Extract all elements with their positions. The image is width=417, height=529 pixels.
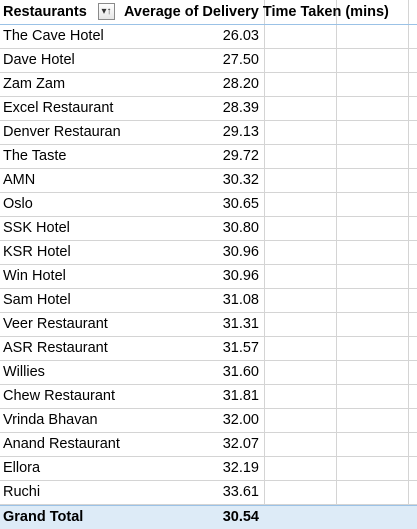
average-delivery-time-cell[interactable]: 31.57 <box>120 337 264 360</box>
average-delivery-time-cell[interactable]: 31.60 <box>120 361 264 384</box>
average-delivery-time-cell[interactable]: 26.03 <box>120 25 264 48</box>
table-row[interactable]: Dave Hotel 27.50 <box>0 49 417 73</box>
average-delivery-time-cell[interactable]: 28.39 <box>120 97 264 120</box>
average-delivery-time-cell[interactable]: 30.96 <box>120 265 264 288</box>
grand-total-row[interactable]: Grand Total 30.54 <box>0 505 417 529</box>
table-row[interactable]: Chew Restaurant 31.81 <box>0 385 417 409</box>
table-row[interactable]: SSK Hotel 30.80 <box>0 217 417 241</box>
table-row[interactable]: Ruchi 33.61 <box>0 481 417 505</box>
table-row[interactable]: Zam Zam 28.20 <box>0 73 417 97</box>
table-row[interactable]: Vrinda Bhavan 32.00 <box>0 409 417 433</box>
restaurant-name-cell[interactable]: Ruchi <box>0 481 120 504</box>
pivot-header-row: Restaurants ▾↑ Average of Delivery Time … <box>0 0 417 25</box>
restaurant-name-cell[interactable]: Dave Hotel <box>0 49 120 72</box>
restaurant-name-cell[interactable]: AMN <box>0 169 120 192</box>
average-delivery-time-cell[interactable]: 27.50 <box>120 49 264 72</box>
restaurant-name-cell[interactable]: The Cave Hotel <box>0 25 120 48</box>
average-delivery-time-cell[interactable]: 32.19 <box>120 457 264 480</box>
table-row[interactable]: Oslo 30.65 <box>0 193 417 217</box>
average-delivery-time-cell[interactable]: 32.07 <box>120 433 264 456</box>
restaurant-name-cell[interactable]: SSK Hotel <box>0 217 120 240</box>
table-row[interactable]: Anand Restaurant 32.07 <box>0 433 417 457</box>
restaurant-name-cell[interactable]: Vrinda Bhavan <box>0 409 120 432</box>
average-delivery-time-cell[interactable]: 30.80 <box>120 217 264 240</box>
average-delivery-time-cell[interactable]: 31.08 <box>120 289 264 312</box>
table-row[interactable]: Sam Hotel 31.08 <box>0 289 417 313</box>
average-delivery-time-cell[interactable]: 30.96 <box>120 241 264 264</box>
average-delivery-time-cell[interactable]: 31.31 <box>120 313 264 336</box>
restaurant-name-cell[interactable]: KSR Hotel <box>0 241 120 264</box>
restaurant-name-cell[interactable]: Zam Zam <box>0 73 120 96</box>
value-field-header[interactable]: Average of Delivery Time Taken (mins) <box>124 0 417 24</box>
average-delivery-time-cell[interactable]: 28.20 <box>120 73 264 96</box>
restaurant-name-cell[interactable]: Ellora <box>0 457 120 480</box>
table-row[interactable]: Willies 31.60 <box>0 361 417 385</box>
table-row[interactable]: Excel Restaurant 28.39 <box>0 97 417 121</box>
restaurant-name-cell[interactable]: Denver Restaurant <box>0 121 120 144</box>
restaurant-name-cell[interactable]: Oslo <box>0 193 120 216</box>
table-row[interactable]: Denver Restaurant 29.13 <box>0 121 417 145</box>
grand-total-label: Grand Total <box>0 506 120 529</box>
table-row[interactable]: Veer Restaurant 31.31 <box>0 313 417 337</box>
average-delivery-time-cell[interactable]: 30.65 <box>120 193 264 216</box>
table-row[interactable]: AMN 30.32 <box>0 169 417 193</box>
average-delivery-time-cell[interactable]: 29.13 <box>120 121 264 144</box>
grand-total-value: 30.54 <box>120 506 264 529</box>
table-row[interactable]: ASR Restaurant 31.57 <box>0 337 417 361</box>
restaurant-name-cell[interactable]: Excel Restaurant <box>0 97 120 120</box>
restaurant-name-cell[interactable]: Anand Restaurant <box>0 433 120 456</box>
average-delivery-time-cell[interactable]: 33.61 <box>120 481 264 504</box>
table-row[interactable]: The Cave Hotel 26.03 <box>0 25 417 49</box>
table-row[interactable]: The Taste 29.72 <box>0 145 417 169</box>
restaurant-name-cell[interactable]: ASR Restaurant <box>0 337 120 360</box>
average-delivery-time-cell[interactable]: 30.32 <box>120 169 264 192</box>
table-row[interactable]: KSR Hotel 30.96 <box>0 241 417 265</box>
sort-filter-dropdown-icon[interactable]: ▾↑ <box>98 3 115 20</box>
table-row[interactable]: Win Hotel 30.96 <box>0 265 417 289</box>
average-delivery-time-cell[interactable]: 32.00 <box>120 409 264 432</box>
restaurant-name-cell[interactable]: Chew Restaurant <box>0 385 120 408</box>
table-row[interactable]: Ellora 32.19 <box>0 457 417 481</box>
average-delivery-time-cell[interactable]: 29.72 <box>120 145 264 168</box>
restaurant-name-cell[interactable]: Win Hotel <box>0 265 120 288</box>
restaurant-name-cell[interactable]: Sam Hotel <box>0 289 120 312</box>
restaurant-name-cell[interactable]: Willies <box>0 361 120 384</box>
average-delivery-time-cell[interactable]: 31.81 <box>120 385 264 408</box>
restaurant-name-cell[interactable]: Veer Restaurant <box>0 313 120 336</box>
restaurant-name-cell[interactable]: The Taste <box>0 145 120 168</box>
